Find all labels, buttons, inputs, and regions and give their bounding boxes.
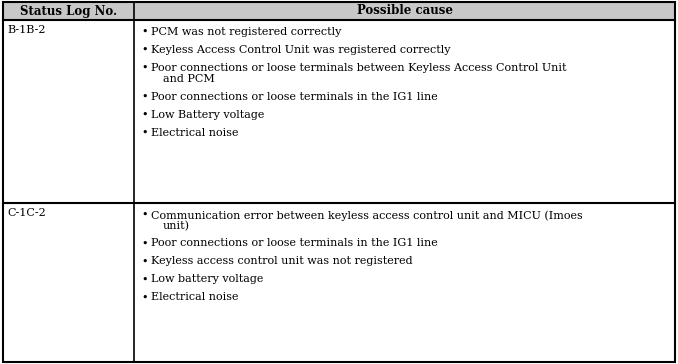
Text: Status Log No.: Status Log No. — [20, 4, 117, 17]
Text: •: • — [141, 91, 148, 102]
Bar — [3, 2, 675, 20]
Text: •: • — [141, 27, 148, 37]
Text: Possible cause: Possible cause — [357, 4, 452, 17]
Text: •: • — [141, 127, 148, 138]
Text: Low battery voltage: Low battery voltage — [151, 274, 264, 285]
Text: Keyless access control unit was not registered: Keyless access control unit was not regi… — [151, 257, 413, 266]
Text: Communication error between keyless access control unit and MICU (Imoes: Communication error between keyless acce… — [151, 210, 583, 221]
Text: •: • — [141, 274, 148, 285]
Text: Poor connections or loose terminals in the IG1 line: Poor connections or loose terminals in t… — [151, 91, 438, 102]
Text: Electrical noise: Electrical noise — [151, 127, 239, 138]
Text: •: • — [141, 63, 148, 73]
Text: •: • — [141, 292, 148, 302]
Text: •: • — [141, 210, 148, 220]
Text: •: • — [141, 110, 148, 119]
Text: •: • — [141, 257, 148, 266]
Text: PCM was not registered correctly: PCM was not registered correctly — [151, 27, 342, 37]
Text: Low Battery voltage: Low Battery voltage — [151, 110, 264, 119]
Text: and PCM: and PCM — [163, 74, 215, 83]
Text: B-1B-2: B-1B-2 — [7, 25, 45, 35]
Text: Keyless Access Control Unit was registered correctly: Keyless Access Control Unit was register… — [151, 45, 451, 55]
Text: Electrical noise: Electrical noise — [151, 292, 239, 302]
Text: C-1C-2: C-1C-2 — [7, 208, 45, 218]
Text: •: • — [141, 45, 148, 55]
Text: •: • — [141, 238, 148, 249]
Text: unit): unit) — [163, 221, 190, 231]
Text: Poor connections or loose terminals between Keyless Access Control Unit: Poor connections or loose terminals betw… — [151, 63, 567, 73]
Text: Poor connections or loose terminals in the IG1 line: Poor connections or loose terminals in t… — [151, 238, 438, 249]
